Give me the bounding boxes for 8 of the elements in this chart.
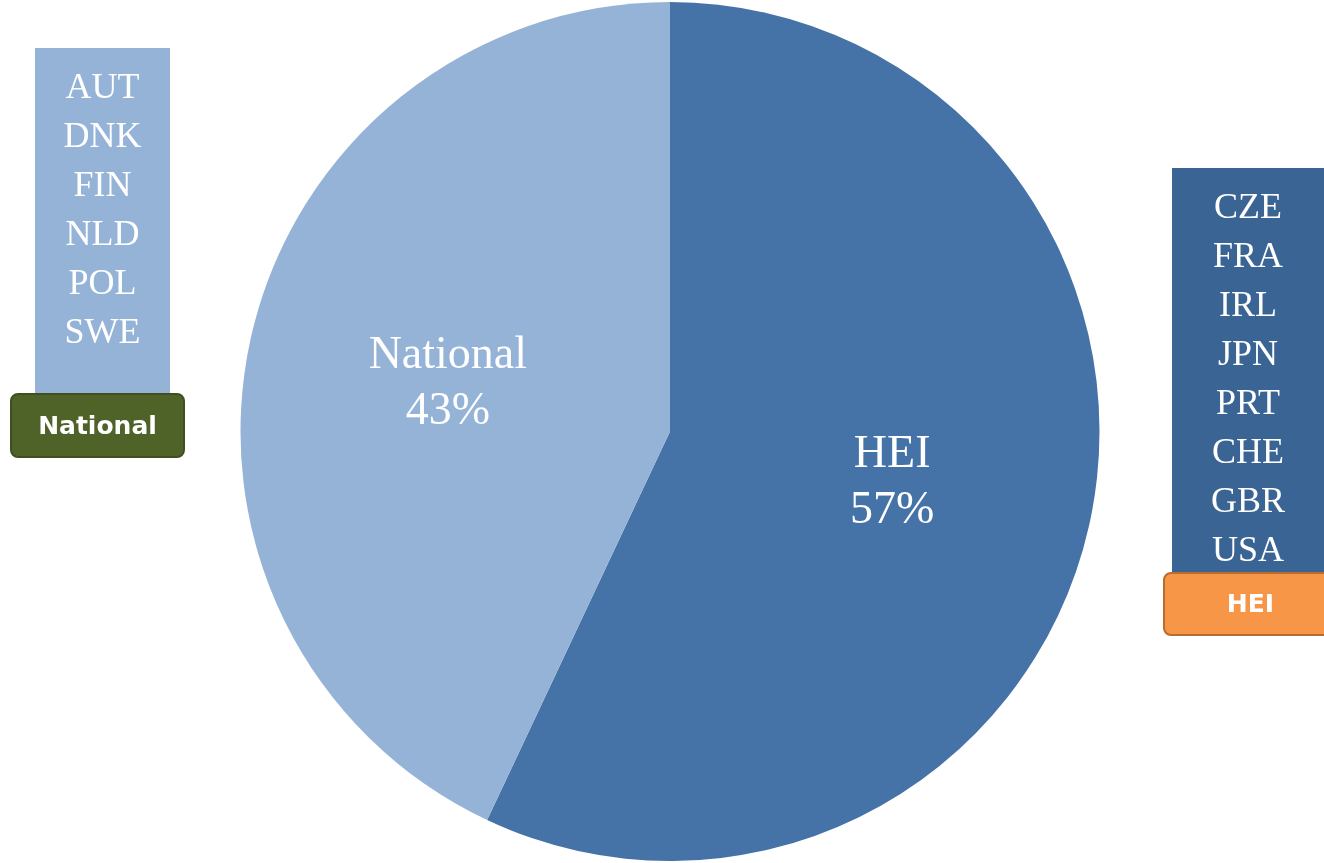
text: AUT DNK FIN NLD POL SWE (35, 48, 170, 393)
text: HEI (1163, 572, 1324, 636)
data-label: 57% (849, 482, 935, 534)
text: CZE FRA IRL JPN PRT CHE GBR USA (1172, 168, 1324, 572)
text: National (10, 393, 185, 458)
data-label: 43% (405, 382, 491, 434)
slice-label: HEI (853, 426, 931, 478)
slice-label: National (368, 326, 528, 378)
